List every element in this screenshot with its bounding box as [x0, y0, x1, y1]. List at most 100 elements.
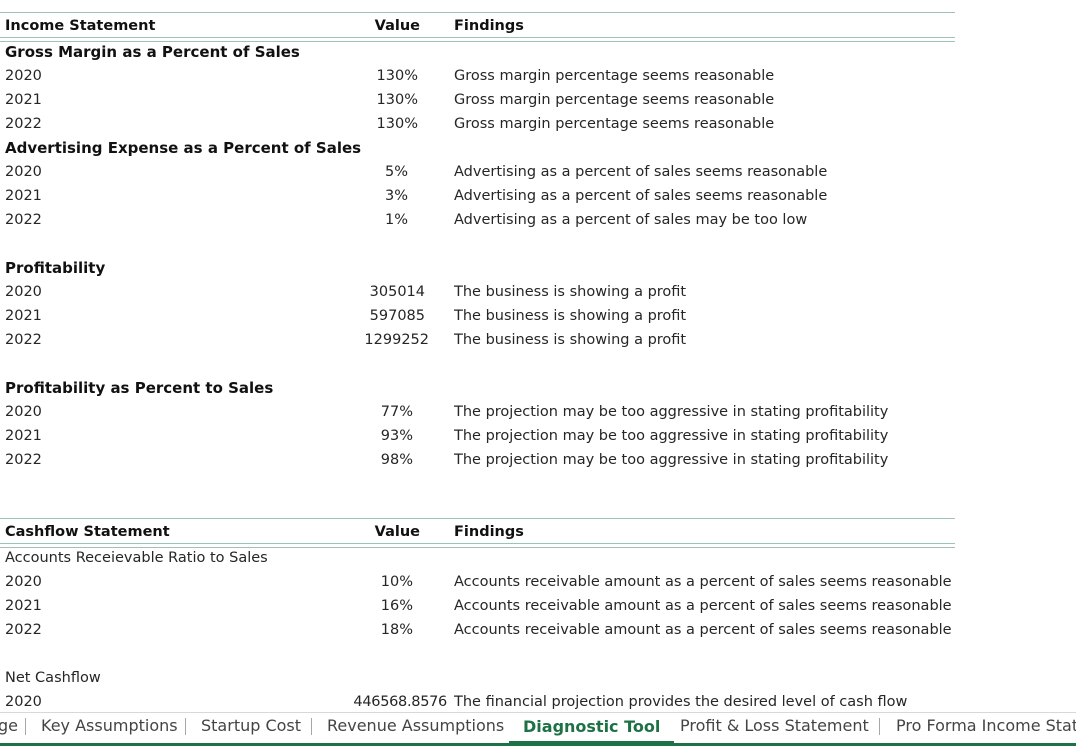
section-title-row: Profitability [0, 256, 1076, 280]
value-cell[interactable]: 16% [380, 598, 413, 614]
finding-cell[interactable]: Accounts receivable amount as a percent … [454, 574, 952, 590]
value-cell[interactable]: 77% [380, 404, 413, 420]
year-cell[interactable]: 2020 [5, 404, 42, 420]
table-row: 2022 1299252 The business is showing a p… [0, 328, 1076, 352]
finding-cell[interactable]: The projection may be too aggressive in … [454, 404, 889, 420]
value-cell[interactable]: 1299252 [364, 332, 429, 348]
finding-cell[interactable]: The business is showing a profit [454, 284, 687, 300]
value-cell[interactable]: 10% [380, 574, 413, 590]
value-cell[interactable]: 446568.8576 [353, 694, 447, 710]
finding-cell[interactable]: Advertising as a percent of sales seems … [454, 164, 828, 180]
finding-cell[interactable]: Gross margin percentage seems reasonable [454, 68, 775, 84]
value-cell[interactable]: 130% [376, 116, 418, 132]
tab-key-assumptions[interactable]: Key Assumptions [41, 716, 178, 735]
table-row: 2022 130% Gross margin percentage seems … [0, 112, 1076, 136]
year-cell[interactable]: 2022 [5, 116, 42, 132]
worksheet: Income Statement Value Findings Gross Ma… [0, 12, 1076, 712]
value-cell[interactable]: 130% [376, 68, 418, 84]
value-cell[interactable]: 5% [384, 164, 408, 180]
finding-cell[interactable]: Gross margin percentage seems reasonable [454, 92, 775, 108]
header-double-rule [0, 37, 955, 42]
cashflow-header-findings[interactable]: Findings [454, 524, 524, 540]
year-cell[interactable]: 2022 [5, 452, 42, 468]
year-cell[interactable]: 2022 [5, 212, 42, 228]
finding-cell[interactable]: Advertising as a percent of sales seems … [454, 188, 828, 204]
table-row: 2021 16% Accounts receivable amount as a… [0, 594, 1076, 618]
tab-separator [25, 718, 26, 735]
year-cell[interactable]: 2021 [5, 308, 42, 324]
finding-cell[interactable]: Advertising as a percent of sales may be… [454, 212, 808, 228]
header-top-rule [0, 12, 955, 13]
value-cell[interactable]: 130% [376, 92, 418, 108]
finding-cell[interactable]: Accounts receivable amount as a percent … [454, 598, 952, 614]
year-cell[interactable]: 2021 [5, 598, 42, 614]
year-cell[interactable]: 2021 [5, 92, 42, 108]
table-row: 2021 597085 The business is showing a pr… [0, 304, 1076, 328]
finding-cell[interactable]: Accounts receivable amount as a percent … [454, 622, 952, 638]
value-cell[interactable]: 597085 [369, 308, 425, 324]
table-row: 2022 18% Accounts receivable amount as a… [0, 618, 1076, 642]
cashflow-header-row: Cashflow Statement Value Findings [0, 520, 1076, 544]
table-row: 2020 5% Advertising as a percent of sale… [0, 160, 1076, 184]
tab-partial[interactable]: ge [0, 716, 18, 735]
finding-cell[interactable]: The business is showing a profit [454, 308, 687, 324]
tab-separator [879, 718, 880, 735]
profitability-title[interactable]: Profitability [5, 259, 106, 277]
section-title-row: Gross Margin as a Percent of Sales [0, 40, 1076, 64]
year-cell[interactable]: 2020 [5, 68, 42, 84]
finding-cell[interactable]: The projection may be too aggressive in … [454, 428, 889, 444]
finding-cell[interactable]: The financial projection provides the de… [454, 694, 908, 710]
year-cell[interactable]: 2022 [5, 622, 42, 638]
year-cell[interactable]: 2020 [5, 574, 42, 590]
table-row: 2020 130% Gross margin percentage seems … [0, 64, 1076, 88]
advertising-title[interactable]: Advertising Expense as a Percent of Sale… [5, 139, 362, 157]
tab-diagnostic-tool[interactable]: Diagnostic Tool [509, 713, 675, 743]
year-cell[interactable]: 2022 [5, 332, 42, 348]
table-row: 2020 446568.8576 The financial projectio… [0, 690, 1076, 712]
value-cell[interactable]: 18% [380, 622, 413, 638]
income-header-label[interactable]: Income Statement [5, 18, 156, 34]
year-cell[interactable]: 2021 [5, 188, 42, 204]
tab-separator [311, 718, 312, 735]
table-row: 2021 93% The projection may be too aggre… [0, 424, 1076, 448]
section-title-row: Profitability as Percent to Sales [0, 376, 1076, 400]
gross-margin-title[interactable]: Gross Margin as a Percent of Sales [5, 43, 300, 61]
table-row: 2021 3% Advertising as a percent of sale… [0, 184, 1076, 208]
table-row: 2022 1% Advertising as a percent of sale… [0, 208, 1076, 232]
income-header-value[interactable]: Value [374, 18, 420, 34]
value-cell[interactable]: 98% [380, 452, 413, 468]
finding-cell[interactable]: Gross margin percentage seems reasonable [454, 116, 775, 132]
section-title-row: Advertising Expense as a Percent of Sale… [0, 136, 1076, 160]
tab-bar-bottom-line [0, 743, 1076, 746]
value-cell[interactable]: 1% [384, 212, 408, 228]
income-header-row: Income Statement Value Findings [0, 14, 1076, 38]
table-row: 2021 130% Gross margin percentage seems … [0, 88, 1076, 112]
tab-separator [185, 718, 186, 735]
table-row: 2020 77% The projection may be too aggre… [0, 400, 1076, 424]
cashflow-header-value[interactable]: Value [374, 524, 420, 540]
income-header-findings[interactable]: Findings [454, 18, 524, 34]
value-cell[interactable]: 93% [380, 428, 413, 444]
section-title-row: Accounts Receievable Ratio to Sales [0, 546, 1076, 570]
year-cell[interactable]: 2020 [5, 284, 42, 300]
profit-percent-title[interactable]: Profitability as Percent to Sales [5, 379, 274, 397]
net-cashflow-title[interactable]: Net Cashflow [5, 670, 101, 686]
finding-cell[interactable]: The projection may be too aggressive in … [454, 452, 889, 468]
value-cell[interactable]: 305014 [369, 284, 425, 300]
year-cell[interactable]: 2021 [5, 428, 42, 444]
tab-startup-cost[interactable]: Startup Cost [201, 716, 302, 735]
tab-pro-forma-income[interactable]: Pro Forma Income State [896, 716, 1076, 735]
cashflow-header-label[interactable]: Cashflow Statement [5, 524, 170, 540]
table-row: 2020 305014 The business is showing a pr… [0, 280, 1076, 304]
section-title-row: Net Cashflow [0, 666, 1076, 690]
tab-revenue-assumptions[interactable]: Revenue Assumptions [327, 716, 505, 735]
tab-profit-loss-statement[interactable]: Profit & Loss Statement [680, 716, 869, 735]
finding-cell[interactable]: The business is showing a profit [454, 332, 687, 348]
value-cell[interactable]: 3% [384, 188, 408, 204]
cashflow-header-double-rule [0, 543, 955, 548]
year-cell[interactable]: 2020 [5, 164, 42, 180]
cashflow-header-top-rule [0, 518, 955, 519]
ar-ratio-title[interactable]: Accounts Receievable Ratio to Sales [5, 550, 268, 566]
year-cell[interactable]: 2020 [5, 694, 42, 710]
table-row: 2022 98% The projection may be too aggre… [0, 448, 1076, 472]
